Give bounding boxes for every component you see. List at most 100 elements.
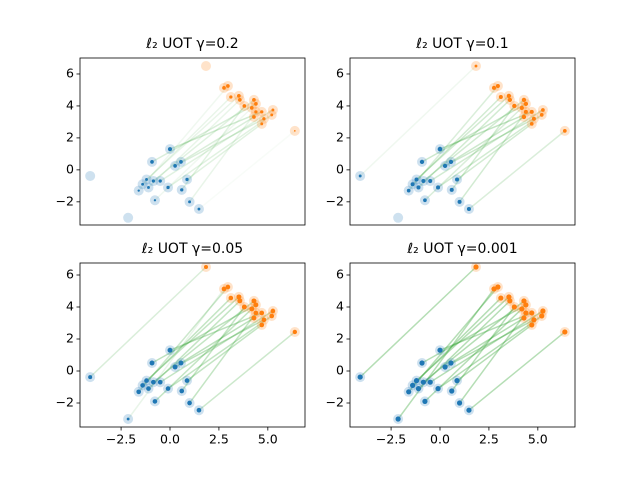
y-tick-label: 0 [66, 161, 74, 176]
transport-link [412, 96, 502, 185]
x-tick-label: 0.0 [430, 432, 450, 447]
source-mass [167, 147, 173, 152]
source-mass [395, 416, 401, 422]
target-mass [225, 284, 231, 290]
source-mass [437, 146, 443, 152]
target-mass [260, 110, 264, 114]
source-mass [179, 160, 183, 164]
target-mass [238, 98, 242, 102]
source-mass [151, 179, 156, 183]
y-tick-label: 6 [66, 267, 74, 282]
y-tick-label: 2 [66, 331, 74, 346]
transport-link [421, 103, 527, 163]
transport-link [429, 109, 544, 182]
transport-link [152, 99, 255, 182]
transport-link [138, 286, 229, 393]
transport-link [188, 111, 257, 203]
source-mass [184, 378, 190, 383]
source-mass [414, 177, 419, 182]
transport-link [451, 105, 515, 191]
subplot-title: ℓ₂ UOT γ=0.2 [145, 36, 238, 52]
source-mass [449, 187, 454, 192]
transport-link [417, 300, 511, 390]
y-tick-label: 2 [336, 129, 344, 144]
plot-area [85, 60, 300, 223]
target-mass [540, 308, 546, 314]
x-tick-label: −2.5 [106, 432, 136, 447]
transport-link [468, 331, 566, 411]
target-mass [521, 315, 527, 321]
target-mass [251, 315, 257, 321]
source-mass [141, 182, 145, 186]
transport-link [167, 315, 273, 390]
source-mass [144, 378, 149, 383]
source-mass [153, 199, 157, 202]
target-mass [241, 304, 247, 310]
y-tick-label: −2 [56, 395, 74, 410]
y-tick-label: 0 [336, 161, 344, 176]
source-mass [457, 199, 462, 204]
transport-link [468, 130, 566, 210]
y-tick-label: 2 [336, 331, 344, 346]
target-mass [541, 108, 545, 112]
source-mass [88, 375, 93, 380]
target-mass [226, 84, 230, 88]
target-mass [294, 130, 296, 132]
source-mass [419, 360, 425, 366]
y-tick-label: −2 [326, 395, 344, 410]
target-mass [237, 298, 243, 304]
y-tick-label: 0 [66, 363, 74, 378]
target-mass [519, 306, 525, 312]
target-mass [519, 105, 524, 111]
target-mass [506, 294, 512, 300]
source-mass [157, 379, 163, 385]
transport-link [408, 85, 499, 192]
source-mass [178, 360, 184, 366]
axes-frame [349, 262, 576, 428]
transport-link [416, 296, 510, 382]
plot-area [355, 263, 570, 424]
x-tick-label: 5.0 [258, 432, 278, 447]
transport-link [159, 310, 274, 383]
target-mass [529, 109, 534, 114]
source-mass [421, 179, 426, 184]
y-tick-label: 4 [336, 97, 344, 112]
y-tick-label: 6 [336, 65, 344, 80]
target-mass [253, 302, 259, 308]
transport-link [127, 288, 225, 420]
source-mass [410, 182, 415, 187]
source-mass [185, 177, 189, 182]
target-mass [491, 286, 497, 292]
source-mass [179, 388, 185, 394]
source-mass [167, 347, 173, 353]
target-mass [511, 304, 517, 310]
transport-link [138, 85, 229, 192]
target-mass [495, 284, 501, 290]
source-point [393, 212, 404, 223]
subplot-title: ℓ₂ UOT γ=0.1 [415, 36, 508, 52]
source-mass [415, 386, 422, 392]
target-mass [242, 104, 247, 108]
target-mass [521, 114, 527, 120]
target-mass [251, 298, 257, 304]
target-mass [259, 310, 265, 316]
transport-link [422, 99, 525, 182]
source-mass [357, 374, 363, 380]
source-mass [416, 185, 421, 190]
axes-frame [79, 262, 306, 428]
source-mass [449, 388, 455, 394]
target-mass [521, 298, 527, 304]
y-tick-label: 0 [336, 363, 344, 378]
transport-link [437, 114, 543, 189]
transport-link [408, 286, 499, 393]
target-mass [203, 264, 209, 270]
transport-link [439, 111, 533, 150]
transport-link [89, 266, 207, 378]
transport-link [180, 317, 255, 364]
source-mass [126, 417, 130, 421]
transport-link [359, 266, 477, 378]
y-tick-label: −2 [326, 193, 344, 208]
target-mass [271, 108, 275, 112]
source-mass [180, 188, 184, 192]
